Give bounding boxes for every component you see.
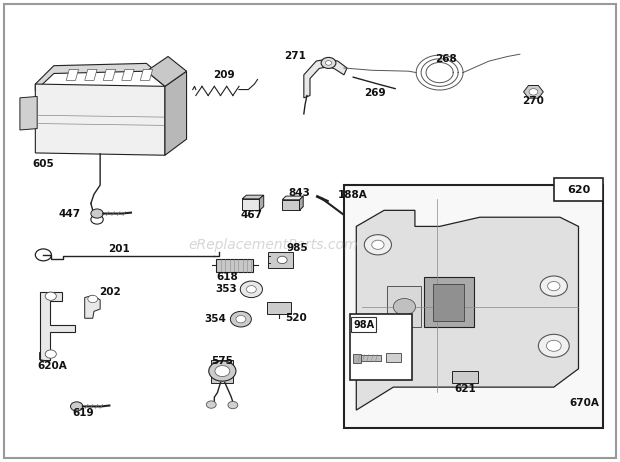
Circle shape bbox=[231, 311, 251, 327]
Text: 447: 447 bbox=[58, 208, 81, 219]
Polygon shape bbox=[66, 69, 79, 80]
Text: 270: 270 bbox=[523, 96, 544, 106]
Text: 843: 843 bbox=[288, 188, 310, 198]
Text: 353: 353 bbox=[215, 284, 237, 294]
Bar bbox=[452, 371, 478, 383]
Polygon shape bbox=[40, 292, 76, 359]
Text: eReplacementParts.com: eReplacementParts.com bbox=[188, 238, 358, 252]
Circle shape bbox=[91, 215, 104, 224]
Text: 188A: 188A bbox=[338, 190, 368, 200]
Circle shape bbox=[209, 361, 236, 381]
Bar bbox=[355, 355, 381, 361]
Polygon shape bbox=[304, 59, 347, 98]
Polygon shape bbox=[20, 97, 37, 130]
Polygon shape bbox=[85, 69, 97, 80]
Circle shape bbox=[228, 401, 238, 409]
Bar bbox=[387, 286, 421, 328]
Bar bbox=[353, 353, 361, 363]
Polygon shape bbox=[242, 195, 264, 199]
Circle shape bbox=[546, 340, 561, 351]
Circle shape bbox=[71, 402, 83, 411]
Text: 201: 201 bbox=[108, 244, 130, 255]
Text: 670A: 670A bbox=[570, 398, 600, 408]
Text: 618: 618 bbox=[216, 272, 238, 282]
Bar bbox=[424, 277, 474, 328]
Circle shape bbox=[246, 286, 256, 293]
Circle shape bbox=[45, 292, 56, 300]
Polygon shape bbox=[356, 210, 578, 410]
Text: 354: 354 bbox=[205, 314, 227, 324]
Text: 605: 605 bbox=[32, 159, 54, 170]
Polygon shape bbox=[523, 85, 543, 98]
Circle shape bbox=[326, 61, 332, 65]
Polygon shape bbox=[282, 196, 303, 200]
Bar bbox=[350, 314, 412, 380]
Text: 268: 268 bbox=[435, 54, 457, 64]
Text: 520: 520 bbox=[285, 313, 307, 323]
Polygon shape bbox=[35, 84, 165, 155]
Polygon shape bbox=[165, 71, 187, 155]
Polygon shape bbox=[146, 56, 187, 86]
Text: 202: 202 bbox=[99, 286, 121, 297]
Bar bbox=[554, 178, 603, 201]
Polygon shape bbox=[282, 200, 299, 210]
Bar bbox=[216, 259, 253, 272]
Text: 209: 209 bbox=[213, 70, 234, 80]
Circle shape bbox=[35, 249, 51, 261]
Polygon shape bbox=[35, 63, 165, 91]
Circle shape bbox=[236, 316, 246, 323]
Text: 985: 985 bbox=[286, 243, 308, 254]
Polygon shape bbox=[299, 196, 303, 210]
Bar bbox=[352, 317, 376, 332]
Circle shape bbox=[372, 240, 384, 249]
Bar bbox=[267, 302, 291, 314]
Bar bbox=[433, 284, 464, 321]
Circle shape bbox=[206, 401, 216, 408]
Polygon shape bbox=[122, 69, 134, 80]
Polygon shape bbox=[242, 199, 259, 210]
Text: 269: 269 bbox=[364, 88, 386, 98]
Bar bbox=[386, 353, 401, 362]
Polygon shape bbox=[259, 195, 264, 210]
Text: 619: 619 bbox=[73, 408, 94, 418]
Circle shape bbox=[277, 256, 287, 264]
Text: 98A: 98A bbox=[353, 320, 374, 330]
Circle shape bbox=[393, 298, 415, 315]
Polygon shape bbox=[104, 69, 115, 80]
Text: 621: 621 bbox=[454, 384, 476, 395]
Circle shape bbox=[547, 281, 560, 291]
Bar bbox=[268, 252, 293, 268]
Polygon shape bbox=[85, 295, 100, 318]
Text: 467: 467 bbox=[241, 210, 262, 220]
Circle shape bbox=[529, 89, 538, 95]
Circle shape bbox=[241, 281, 262, 298]
Bar bbox=[211, 359, 234, 383]
Text: 620: 620 bbox=[567, 185, 590, 195]
Circle shape bbox=[321, 57, 336, 68]
Circle shape bbox=[45, 350, 56, 358]
Text: 620A: 620A bbox=[37, 360, 67, 371]
Circle shape bbox=[365, 235, 391, 255]
Circle shape bbox=[538, 334, 569, 357]
Text: 575: 575 bbox=[211, 355, 233, 365]
Polygon shape bbox=[140, 69, 153, 80]
Bar bbox=[344, 185, 603, 428]
Circle shape bbox=[88, 295, 98, 303]
Text: 271: 271 bbox=[283, 51, 306, 61]
Circle shape bbox=[215, 365, 230, 377]
Circle shape bbox=[540, 276, 567, 296]
Circle shape bbox=[91, 209, 104, 218]
